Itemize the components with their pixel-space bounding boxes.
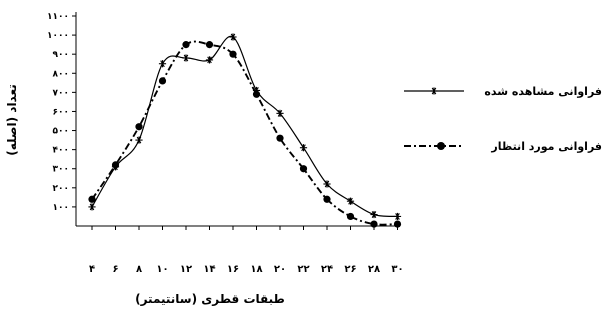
- point-observed: [276, 109, 284, 117]
- y-tick-label: ۵۰۰: [53, 127, 69, 137]
- series-layer: [88, 33, 402, 228]
- point-observed: [370, 210, 378, 219]
- legend-asterisk-marker: [430, 87, 438, 95]
- y-tick-label: ۱۰۰۰: [47, 31, 69, 41]
- y-tick-label: ۱۱۰۰: [47, 12, 69, 22]
- legend: فراوانی مشاهده شده فراوانی مورد انتظار: [404, 85, 602, 153]
- y-axis-title: تعداد (اصله): [5, 84, 19, 156]
- x-tick-label: ۲۸: [368, 264, 380, 275]
- legend-asterisk: [430, 87, 438, 95]
- point-expected: [346, 212, 355, 221]
- point-expected: [88, 195, 96, 203]
- y-tick-label: ۷۰۰: [53, 88, 69, 98]
- point-observed: [393, 212, 402, 221]
- point-observed: [323, 180, 331, 188]
- y-tick-label: ۴۰۰: [53, 146, 69, 156]
- x-tick-label: ۲۰: [274, 264, 286, 275]
- x-tick-label: ۶: [112, 264, 118, 275]
- point-expected: [135, 123, 143, 131]
- legend-label-expected: فراوانی مورد انتظار: [490, 140, 602, 153]
- x-tick-label: ۱۴: [203, 264, 215, 275]
- y-tick-label: ۱۰۰: [53, 203, 69, 213]
- series-line-observed: [91, 35, 398, 218]
- x-axis-title: طبقات قطری (سانتیمتر): [135, 292, 285, 306]
- x-tick-label: ۱۲: [180, 264, 192, 275]
- point-observed: [182, 54, 190, 62]
- point-expected: [276, 134, 284, 142]
- point-expected: [323, 195, 331, 203]
- legend-label-observed: فراوانی مشاهده شده: [484, 85, 602, 98]
- point-expected: [370, 220, 378, 228]
- point-observed: [229, 33, 237, 41]
- legend-circle-marker: [437, 142, 445, 150]
- point-observed: [158, 60, 167, 68]
- x-ticks: ۴ ۶ ۸ ۱۰ ۱۲ ۱۴ ۱۶ ۱۸ ۲۰ ۲۲ ۲۴ ۲۶ ۲۸ ۳۰: [89, 226, 404, 275]
- x-tick-label: ۴: [89, 264, 95, 275]
- point-expected: [111, 161, 120, 169]
- x-tick-label: ۸: [136, 264, 142, 275]
- point-expected: [299, 165, 308, 173]
- x-tick-label: ۱۸: [250, 264, 262, 275]
- point-expected: [158, 77, 167, 85]
- x-tick-label: ۱۰: [156, 264, 168, 275]
- point-expected: [205, 41, 214, 49]
- point-expected: [182, 41, 190, 49]
- x-tick-label: ۲۶: [344, 264, 356, 275]
- point-expected: [252, 90, 261, 98]
- point-observed: [299, 144, 308, 152]
- x-tick-label: ۳۰: [391, 264, 403, 275]
- legend-item-observed: فراوانی مشاهده شده: [404, 85, 602, 98]
- y-tick-label: ۲۰۰: [53, 184, 69, 194]
- y-tick-label: ۹۰۰: [53, 50, 69, 60]
- point-expected: [229, 50, 237, 58]
- y-tick-label: ۶۰۰: [53, 107, 69, 117]
- y-tick-label: ۸۰۰: [53, 69, 69, 79]
- point-observed: [205, 56, 214, 64]
- point-expected: [393, 220, 402, 228]
- series-line-expected: [91, 40, 398, 226]
- point-observed: [135, 136, 143, 144]
- y-tick-label: ۳۰۰: [53, 165, 69, 175]
- x-tick-label: ۲۴: [321, 264, 333, 275]
- x-tick-label: ۱۶: [227, 264, 239, 275]
- legend-item-expected: فراوانی مورد انتظار: [404, 140, 602, 153]
- point-observed: [88, 203, 96, 211]
- axes: [75, 12, 398, 227]
- y-ticks: ۱۰۰ ۲۰۰ ۳۰۰ ۴۰۰ ۵۰۰ ۶۰۰ ۷۰۰ ۸۰۰ ۹۰۰ ۱۰۰۰ ۱۱۰۰: [47, 12, 76, 213]
- x-tick-label: ۲۲: [297, 264, 309, 275]
- point-observed: [346, 197, 355, 205]
